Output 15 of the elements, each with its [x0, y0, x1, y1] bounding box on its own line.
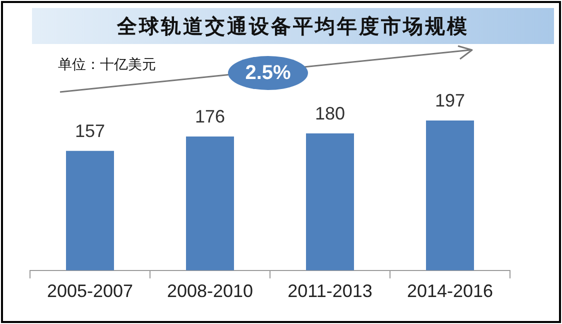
data-label: 197 — [434, 90, 466, 110]
x-tick-label: 2008-2010 — [166, 281, 254, 302]
data-label: 157 — [74, 120, 106, 141]
x-tick-label: 2011-2013 — [288, 281, 372, 302]
data-label: 176 — [194, 106, 226, 126]
text: 2.5% — [228, 56, 308, 90]
bar — [186, 136, 234, 270]
bar — [426, 120, 474, 270]
bar — [66, 150, 114, 270]
chart-title: 全球轨道交通设备平均年度市场规模 — [32, 8, 554, 44]
x-tick-label: 2014-2016 — [406, 281, 494, 302]
bar — [306, 133, 354, 270]
chart-subtitle: 单位：十亿美元 — [58, 56, 156, 74]
x-tick-label: 2005-2007 — [46, 281, 134, 302]
data-label: 180 — [314, 103, 346, 124]
